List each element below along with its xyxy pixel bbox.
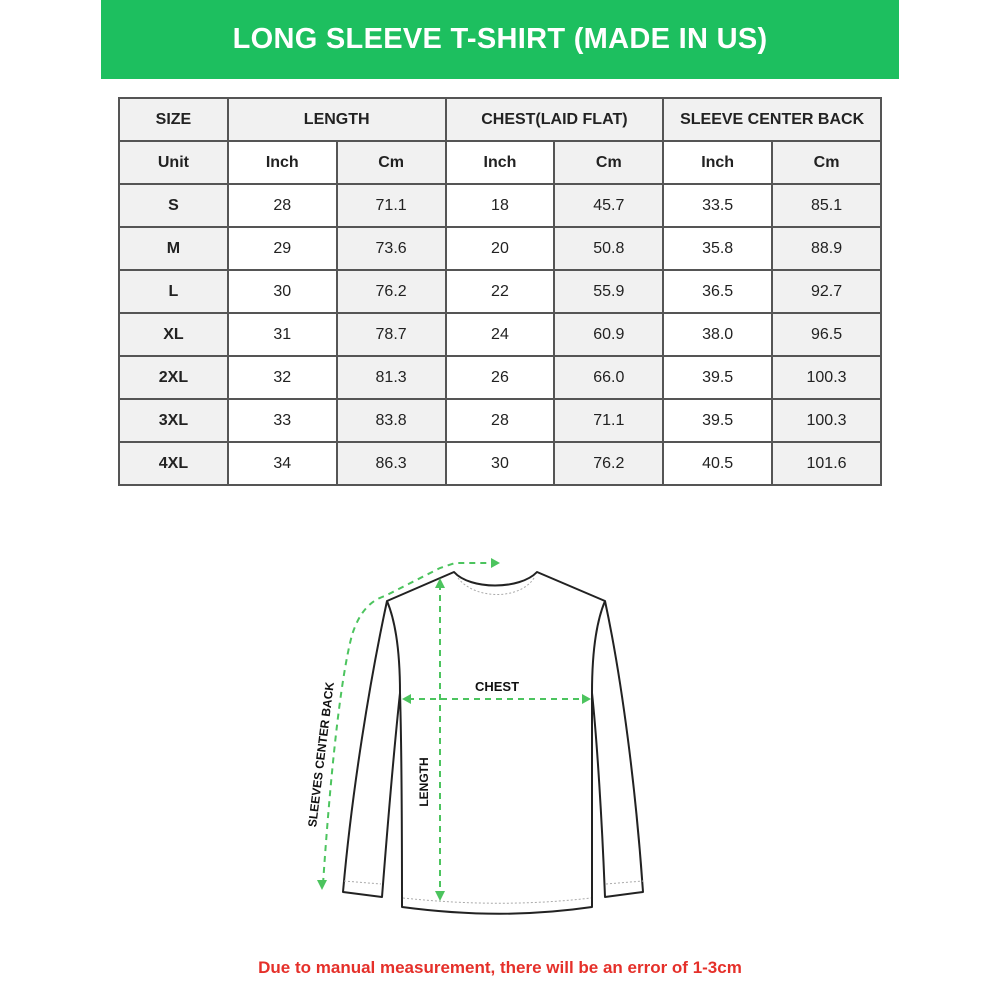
shirt-outline xyxy=(342,571,644,915)
arrow-head-icon xyxy=(491,558,500,568)
size-cell: XL xyxy=(118,312,229,357)
value-cell: 101.6 xyxy=(771,441,882,486)
value-cell: 40.5 xyxy=(662,441,774,486)
header-row: SIZE LENGTH CHEST(LAID FLAT) SLEEVE CENT… xyxy=(118,97,882,142)
value-cell: 30 xyxy=(444,441,556,486)
value-cell: 29 xyxy=(226,226,338,271)
value-cell: 32 xyxy=(226,355,338,400)
header-sleeve: SLEEVE CENTER BACK xyxy=(662,97,882,142)
unit-cell: Cm xyxy=(553,140,665,185)
unit-cell: Inch xyxy=(662,140,774,185)
value-cell: 78.7 xyxy=(335,312,447,357)
value-cell: 92.7 xyxy=(771,269,882,314)
value-cell: 83.8 xyxy=(335,398,447,443)
sleeve-arrow-line xyxy=(322,562,493,885)
value-cell: 73.6 xyxy=(335,226,447,271)
size-cell: L xyxy=(118,269,229,314)
value-cell: 60.9 xyxy=(553,312,665,357)
arrow-heads xyxy=(317,558,591,901)
header-size: SIZE xyxy=(118,97,229,142)
value-cell: 18 xyxy=(444,183,556,228)
size-cell: 3XL xyxy=(118,398,229,443)
unit-cell: Inch xyxy=(226,140,338,185)
value-cell: 100.3 xyxy=(771,398,882,443)
unit-row: Unit Inch Cm Inch Cm Inch Cm xyxy=(118,140,882,185)
size-cell: 2XL xyxy=(118,355,229,400)
value-cell: 39.5 xyxy=(662,398,774,443)
unit-cell: Cm xyxy=(335,140,447,185)
table-row: 2XL 32 81.3 26 66.0 39.5 100.3 xyxy=(118,355,882,400)
arrow-head-icon xyxy=(582,694,591,704)
table-row: 3XL 33 83.8 28 71.1 39.5 100.3 xyxy=(118,398,882,443)
value-cell: 55.9 xyxy=(553,269,665,314)
value-cell: 33 xyxy=(226,398,338,443)
length-label: LENGTH xyxy=(417,757,431,806)
value-cell: 50.8 xyxy=(553,226,665,271)
value-cell: 96.5 xyxy=(771,312,882,357)
value-cell: 38.0 xyxy=(662,312,774,357)
value-cell: 28 xyxy=(226,183,338,228)
value-cell: 28 xyxy=(444,398,556,443)
size-cell: 4XL xyxy=(118,441,229,486)
value-cell: 71.1 xyxy=(553,398,665,443)
sleeve-label: SLEEVES CENTER BACK xyxy=(305,681,337,828)
unit-cell: Unit xyxy=(118,140,229,185)
value-cell: 85.1 xyxy=(771,183,882,228)
value-cell: 45.7 xyxy=(553,183,665,228)
value-cell: 76.2 xyxy=(335,269,447,314)
value-cell: 66.0 xyxy=(553,355,665,400)
value-cell: 39.5 xyxy=(662,355,774,400)
size-cell: S xyxy=(118,183,229,228)
value-cell: 34 xyxy=(226,441,338,486)
unit-cell: Cm xyxy=(771,140,882,185)
arrow-head-icon xyxy=(435,578,445,588)
chest-label: CHEST xyxy=(475,679,519,694)
page-title: LONG SLEEVE T-SHIRT (MADE IN US) xyxy=(232,23,768,55)
table-row: S 28 71.1 18 45.7 33.5 85.1 xyxy=(118,183,882,228)
table-row: XL 31 78.7 24 60.9 38.0 96.5 xyxy=(118,312,882,357)
value-cell: 22 xyxy=(444,269,556,314)
table-row: 4XL 34 86.3 30 76.2 40.5 101.6 xyxy=(118,441,882,486)
value-cell: 33.5 xyxy=(662,183,774,228)
arrow-head-icon xyxy=(317,880,327,890)
value-cell: 81.3 xyxy=(335,355,447,400)
header-chest: CHEST(LAID FLAT) xyxy=(444,97,665,142)
size-cell: M xyxy=(118,226,229,271)
value-cell: 100.3 xyxy=(771,355,882,400)
value-cell: 30 xyxy=(226,269,338,314)
value-cell: 31 xyxy=(226,312,338,357)
title-banner: LONG SLEEVE T-SHIRT (MADE IN US) xyxy=(101,0,899,79)
size-chart-table: SIZE LENGTH CHEST(LAID FLAT) SLEEVE CENT… xyxy=(118,97,882,486)
value-cell: 88.9 xyxy=(771,226,882,271)
measurement-note: Due to manual measurement, there will be… xyxy=(258,958,742,977)
table-row: M 29 73.6 20 50.8 35.8 88.9 xyxy=(118,226,882,271)
unit-cell: Inch xyxy=(444,140,556,185)
value-cell: 86.3 xyxy=(335,441,447,486)
table-row: L 30 76.2 22 55.9 36.5 92.7 xyxy=(118,269,882,314)
header-length: LENGTH xyxy=(226,97,447,142)
value-cell: 20 xyxy=(444,226,556,271)
value-cell: 71.1 xyxy=(335,183,447,228)
value-cell: 24 xyxy=(444,312,556,357)
value-cell: 76.2 xyxy=(553,441,665,486)
value-cell: 36.5 xyxy=(662,269,774,314)
arrow-head-icon xyxy=(402,694,411,704)
value-cell: 35.8 xyxy=(662,226,774,271)
value-cell: 26 xyxy=(444,355,556,400)
arrow-head-icon xyxy=(435,891,445,901)
